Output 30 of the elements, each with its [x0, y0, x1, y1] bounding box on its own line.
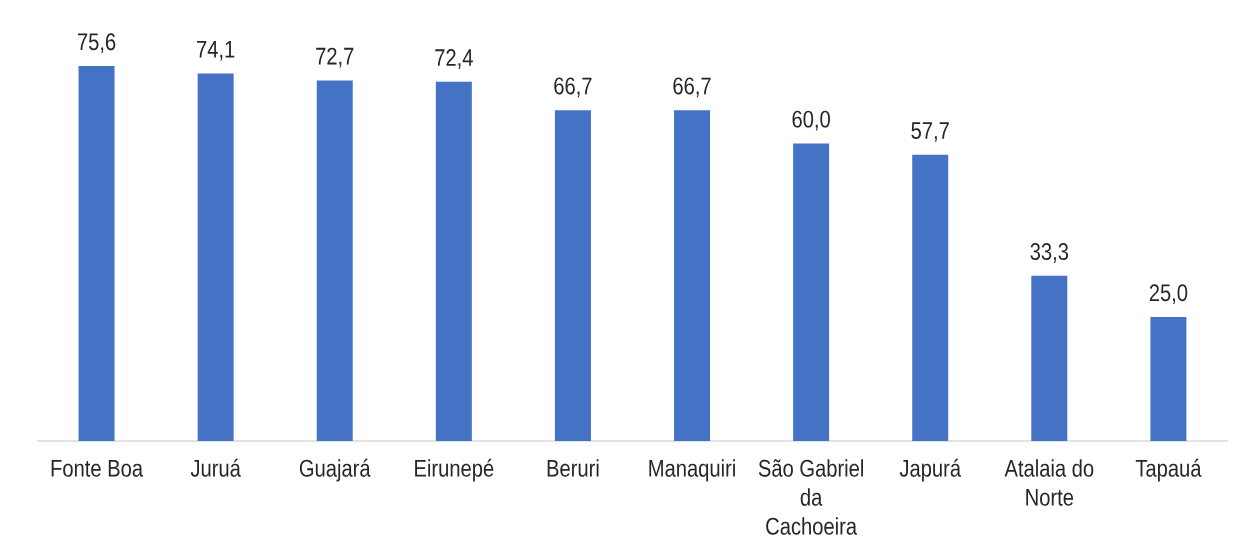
x-tick-label: Fonte Boa: [51, 460, 144, 477]
bar: [197, 73, 234, 441]
x-tick-label: Atalaia do Norte: [1004, 459, 1094, 506]
x-tick-label: Japurá: [899, 458, 962, 482]
data-label: 57,7: [911, 122, 949, 142]
bar: [793, 143, 830, 441]
data-label: 72,7: [316, 47, 354, 68]
x-tick-label: São Gabriel da Cachoeira: [758, 459, 863, 535]
x-tick-label: Manaquiri: [649, 459, 735, 482]
data-label: 72,4: [435, 49, 473, 69]
data-label: 66,7: [554, 77, 592, 98]
data-label: 74,1: [197, 40, 235, 61]
data-label: 66,7: [673, 77, 711, 98]
x-tick-label: Juruá: [190, 458, 241, 477]
bar: [1150, 316, 1187, 441]
data-label: 25,0: [1149, 284, 1188, 305]
x-tick-label: Tapauá: [1135, 458, 1202, 482]
data-label: 33,3: [1030, 243, 1069, 263]
data-label: 60,0: [792, 110, 830, 131]
x-tick-label: Beruri: [547, 459, 599, 477]
x-tick-label: Guajará: [299, 458, 371, 482]
bar: [1031, 275, 1068, 441]
x-tick-label: Eirunepé: [415, 458, 494, 482]
bar: [435, 81, 472, 441]
bar: [554, 110, 591, 441]
data-label: 75,6: [77, 33, 116, 54]
bar: [674, 110, 711, 441]
bar: [78, 66, 115, 441]
bar: [316, 80, 353, 441]
bar: [912, 154, 949, 441]
